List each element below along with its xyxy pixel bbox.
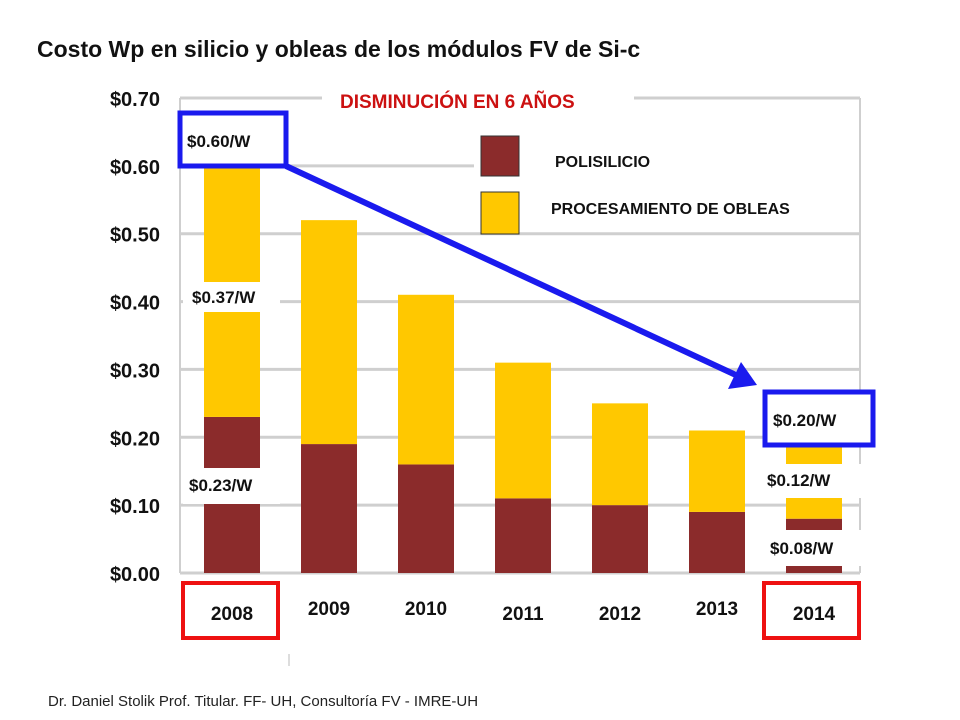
legend-swatch-polysilicon [480,135,520,177]
annotation-wafer-2008: $0.37/W [192,288,256,307]
annotation-total-2014: $0.20/W [773,411,837,430]
bar-wafer-processing-2011 [495,362,551,499]
x-tick-label: 2011 [502,604,544,625]
annotation-total-2008: $0.60/W [187,132,251,151]
bar-polysilicon-2013 [689,511,745,573]
annotation-poly-2008: $0.23/W [189,476,253,495]
x-tick-label: 2009 [308,599,350,620]
y-axis-ticks: $0.00 $0.10 $0.20 $0.30 $0.40 $0.50 $0.60 $0.70 [110,89,160,586]
highlight-box-2014-total [762,389,876,448]
y-tick-label: $0.10 [110,496,160,518]
subtitle-backdrop [322,84,634,116]
x-tick-label: 2008 [211,604,253,625]
bar-polysilicon-2011 [495,498,551,573]
trend-arrow [284,163,757,389]
x-tick-label: 2010 [405,599,447,620]
y-tick-label: $0.30 [110,360,160,382]
bar-wafer-processing-2012 [592,403,648,506]
highlight-box-year-2008 [181,581,280,640]
x-tick-label: 2012 [599,604,641,625]
footer-credit: Dr. Daniel Stolik Prof. Titular. FF- UH,… [48,693,479,710]
bar-wafer-processing-2013 [689,430,745,512]
annotation-backdrop [183,282,280,312]
legend-label-polysilicon: POLISILICIO [555,154,650,171]
bar-wafer-processing-2009 [301,220,357,445]
bar-polysilicon-2009 [301,444,357,573]
bar-polysilicon-2012 [592,505,648,573]
x-tick-label: 2013 [696,599,738,620]
y-tick-label: $0.00 [110,564,160,586]
bar-polysilicon-2010 [398,464,454,573]
highlight-box-2008-total [177,110,289,169]
legend-label-wafer-processing: PROCESAMIENTO DE OBLEAS [551,201,790,218]
chart-subtitle: DISMINUCIÓN EN 6 AÑOS [340,91,575,113]
highlight-box-year-2014 [762,581,861,640]
annotation-wafer-2014: $0.12/W [767,471,831,490]
legend-backdrop [474,134,859,232]
y-tick-label: $0.60 [110,157,160,179]
annotation-backdrop [761,530,861,566]
y-tick-label: $0.50 [110,225,160,247]
x-axis-labels: 2008 2009 2010 2011 2012 2013 2014 [211,599,836,625]
arrow-head [728,362,757,389]
annotation-backdrop [761,464,861,498]
annotation-backdrop [183,468,280,504]
y-tick-label: $0.70 [110,89,160,111]
y-tick-label: $0.20 [110,428,160,450]
x-tick-label: 2014 [793,604,836,625]
legend: POLISILICIO PROCESAMIENTO DE OBLEAS [474,134,859,235]
annotation-poly-2014: $0.08/W [770,539,834,558]
arrow-shaft [284,163,740,379]
y-tick-label: $0.40 [110,293,160,315]
page-title: Costo Wp en silicio y obleas de los módu… [37,36,641,62]
bar-wafer-processing-2010 [398,294,454,465]
annotations: $0.37/W $0.23/W $0.12/W $0.08/W $0.60/W … [177,110,876,566]
legend-swatch-wafer-processing [480,191,520,235]
